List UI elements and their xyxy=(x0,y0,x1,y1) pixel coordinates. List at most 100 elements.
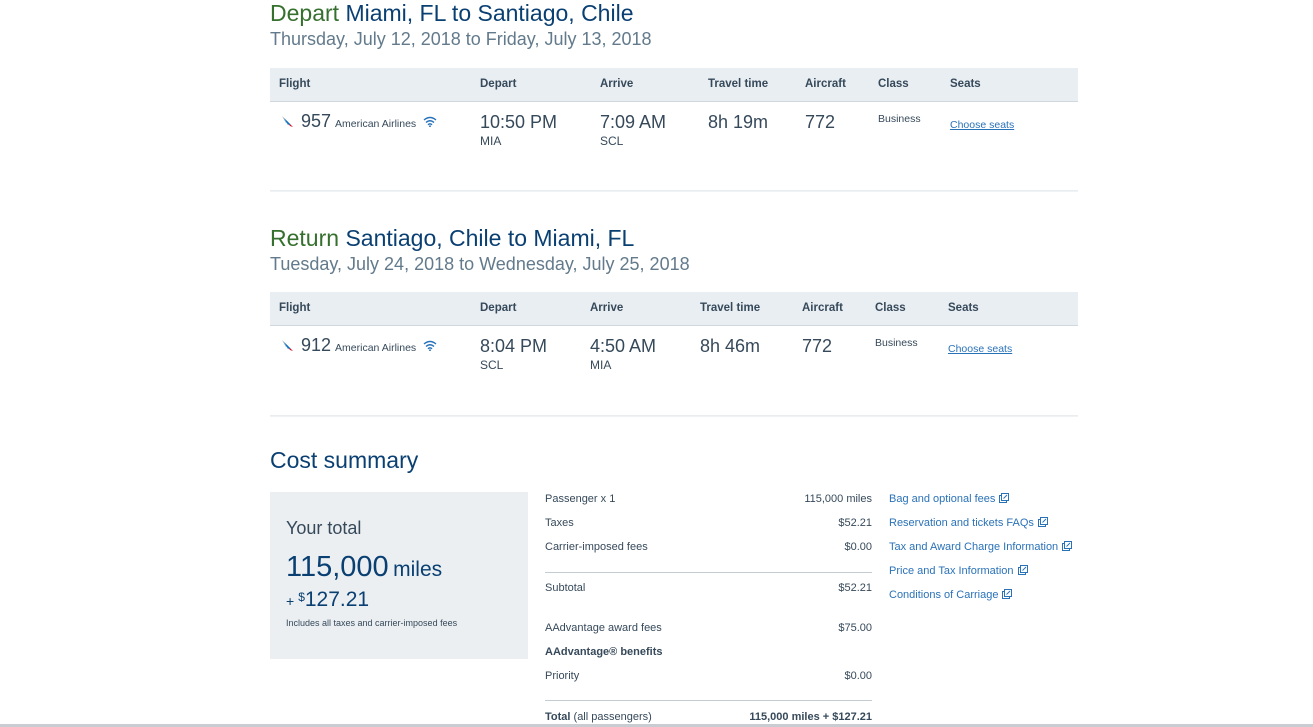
breakdown-row: Priority $0.00 xyxy=(545,670,872,682)
header-travel-time: Travel time xyxy=(708,78,769,91)
link-reservation-faqs[interactable]: Reservation and tickets FAQs xyxy=(889,517,1048,529)
travel-time: 8h 46m xyxy=(700,335,761,356)
return-dates: Tuesday, July 24, 2018 to Wednesday, Jul… xyxy=(270,254,690,274)
external-link-icon xyxy=(1002,589,1013,599)
depart-time: 8:04 PM xyxy=(480,335,548,356)
depart-airport: SCL xyxy=(480,357,504,372)
row-label: Subtotal xyxy=(545,582,586,594)
external-link-icon xyxy=(1037,517,1048,527)
header-flight: Flight xyxy=(279,302,311,315)
breakdown-row: AAdvantage® benefits xyxy=(545,646,872,658)
seats-cell: Choose seats xyxy=(941,101,1078,191)
breakdown-row: Passenger x 1 115,000 miles xyxy=(545,493,872,505)
breakdown-row: Subtotal $52.21 xyxy=(545,582,872,594)
link-text: Conditions of Carriage xyxy=(889,589,999,601)
depart-direction-label: Depart xyxy=(270,0,340,26)
aircraft-cell: 772 xyxy=(793,325,866,415)
total-cash: + $127.21 xyxy=(286,588,512,612)
your-total-box: Your total 115,000 miles + $127.21 Includ… xyxy=(270,492,528,659)
aircraft-type: 772 xyxy=(802,335,833,356)
header-aircraft: Aircraft xyxy=(805,78,846,91)
breakdown-row: AAdvantage award fees $75.00 xyxy=(545,622,872,634)
header-class: Class xyxy=(875,302,906,315)
depart-cell: 10:50 PM MIA xyxy=(471,101,591,191)
your-total-label: Your total xyxy=(286,518,362,538)
travel-time-cell: 8h 46m xyxy=(691,325,793,415)
link-text: Tax and Award Charge Information xyxy=(889,541,1059,553)
link-text: Price and Tax Information xyxy=(889,565,1014,577)
wifi-icon xyxy=(423,116,437,127)
cabin-class: Business xyxy=(875,336,918,349)
header-arrive: Arrive xyxy=(590,302,624,315)
flight-cell: 957 American Airlines xyxy=(270,101,471,191)
section-divider xyxy=(270,415,1078,417)
row-label: Passenger x 1 xyxy=(545,493,616,505)
external-link-icon xyxy=(999,493,1010,503)
row-label: Carrier-imposed fees xyxy=(545,541,648,553)
american-airlines-logo-icon xyxy=(282,339,293,351)
total-note: Includes all taxes and carrier-imposed f… xyxy=(286,618,458,628)
cabin-class: Business xyxy=(878,112,921,125)
arrive-cell: 4:50 AM MIA xyxy=(581,325,691,415)
link-bag-fees[interactable]: Bag and optional fees xyxy=(889,493,1010,505)
row-label: AAdvantage award fees xyxy=(545,622,662,634)
row-value: $75.00 xyxy=(838,622,872,634)
total-label-sub: (all passengers) xyxy=(573,711,652,723)
choose-seats-link[interactable]: Choose seats xyxy=(948,342,1013,355)
row-value: $52.21 xyxy=(838,517,872,529)
flight-number: 912 xyxy=(301,334,332,355)
row-value: $0.00 xyxy=(844,670,872,682)
row-label: AAdvantage® benefits xyxy=(545,646,663,658)
external-link-icon xyxy=(1017,565,1028,575)
choose-seats-link[interactable]: Choose seats xyxy=(950,118,1015,131)
link-text: Bag and optional fees xyxy=(889,493,996,505)
link-price-tax-info[interactable]: Price and Tax Information xyxy=(889,565,1028,577)
currency-symbol: $ xyxy=(298,590,305,604)
header-flight: Flight xyxy=(279,78,311,91)
return-segment-header: Return Santiago, Chile to Miami, FL Tues… xyxy=(270,225,1078,275)
aircraft-cell: 772 xyxy=(796,101,869,191)
total-row: Total (all passengers) 115,000 miles + $… xyxy=(545,711,872,723)
header-class: Class xyxy=(878,78,909,91)
row-value: $52.21 xyxy=(838,582,872,594)
return-title: Return Santiago, Chile to Miami, FL xyxy=(270,225,1078,251)
header-travel-time: Travel time xyxy=(700,302,761,315)
flight-cell: 912 American Airlines xyxy=(270,325,471,415)
travel-time-cell: 8h 19m xyxy=(699,101,796,191)
airline-name: American Airlines xyxy=(335,117,417,130)
total-cash-value: 127.21 xyxy=(304,588,370,611)
class-cell: Business xyxy=(869,101,941,191)
total-miles: 115,000 miles xyxy=(286,551,512,584)
breakdown-divider xyxy=(545,700,872,701)
total-miles-unit: miles xyxy=(393,558,443,581)
row-label: Priority xyxy=(545,670,580,682)
arrive-time: 4:50 AM xyxy=(590,335,657,356)
row-value: 115,000 miles xyxy=(804,493,872,505)
return-flight-table: Flight Depart Arrive Travel time Aircraf… xyxy=(270,292,1078,415)
seats-cell: Choose seats xyxy=(939,325,1078,415)
return-flight-row: 912 American Airlines 8:04 PM SCL xyxy=(270,325,1078,415)
depart-airport: MIA xyxy=(480,133,502,148)
link-tax-award-info[interactable]: Tax and Award Charge Information xyxy=(889,541,1073,553)
american-airlines-logo-icon xyxy=(282,115,293,127)
breakdown-row: Carrier-imposed fees $0.00 xyxy=(545,541,872,553)
link-text: Reservation and tickets FAQs xyxy=(889,517,1034,529)
return-table-header-row: Flight Depart Arrive Travel time Aircraf… xyxy=(270,292,1078,325)
depart-flight-row: 957 American Airlines 10:50 PM MIA xyxy=(270,101,1078,191)
header-depart: Depart xyxy=(480,302,517,315)
depart-time: 10:50 PM xyxy=(480,111,558,132)
total-miles-value: 115,000 xyxy=(286,551,389,583)
total-value: 115,000 miles + $127.21 xyxy=(749,711,872,723)
total-label-text: Total xyxy=(545,711,571,723)
row-value: $0.00 xyxy=(844,541,872,553)
depart-segment-header: Depart Miami, FL to Santiago, Chile Thur… xyxy=(270,0,1078,50)
aircraft-type: 772 xyxy=(805,111,836,132)
link-conditions-of-carriage[interactable]: Conditions of Carriage xyxy=(889,589,1013,601)
depart-flight-table: Flight Depart Arrive Travel time Aircraf… xyxy=(270,68,1078,191)
arrive-airport: SCL xyxy=(600,133,624,148)
return-direction-label: Return xyxy=(270,225,340,251)
header-depart: Depart xyxy=(480,78,517,91)
window-bottom-edge xyxy=(0,724,1313,727)
section-divider xyxy=(270,190,1078,192)
total-label: Total (all passengers) xyxy=(545,711,652,723)
